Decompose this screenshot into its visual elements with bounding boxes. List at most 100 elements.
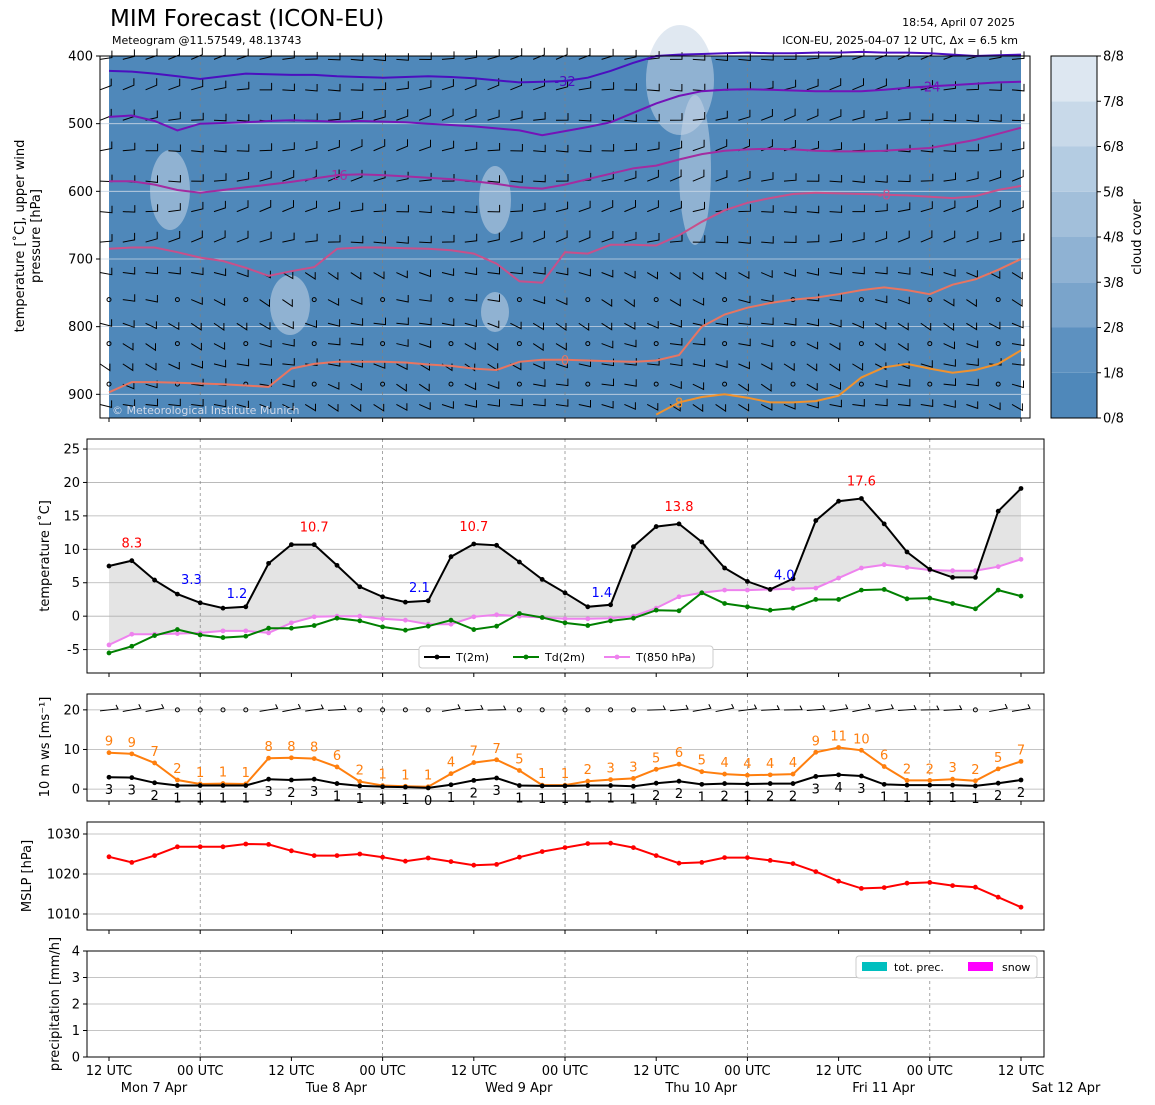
series-gust-point <box>289 755 294 761</box>
wind-barb <box>327 319 341 327</box>
mean-wind-value-label: 3 <box>492 784 500 799</box>
wind-barb <box>647 233 660 243</box>
series-t2m-point <box>813 518 819 523</box>
temp-ytick-label: 10 <box>63 543 80 558</box>
wind-barb <box>920 113 934 121</box>
wind-barb <box>464 141 478 152</box>
wind-barb <box>259 322 271 331</box>
wind-barb <box>829 319 842 328</box>
wind-barb <box>441 51 455 60</box>
wind-barb <box>897 379 911 387</box>
series-t850-point <box>995 564 1001 570</box>
isotherm-label: -24 <box>919 80 940 95</box>
wind-barb <box>578 268 591 277</box>
wind-barb <box>555 230 568 243</box>
series-td2m-point <box>403 627 408 633</box>
wind-barb <box>327 112 341 121</box>
wind-barb <box>601 200 614 213</box>
wind-barb <box>419 108 431 121</box>
wind-barb <box>943 200 956 213</box>
calm-circle <box>585 381 591 387</box>
series-mslp-point <box>813 869 819 874</box>
wind-barb <box>396 236 409 244</box>
wind-barb <box>647 141 660 152</box>
isotherm-label: -32 <box>554 75 575 90</box>
series-t2m-point <box>152 577 158 583</box>
surface-wind-barb <box>487 705 507 711</box>
wind-barb <box>624 83 637 91</box>
wind-barb <box>669 200 682 213</box>
series-td2m-point <box>425 623 431 629</box>
wind-barb <box>532 322 544 331</box>
wind-barb <box>487 143 501 152</box>
surface-wind-barb <box>1011 704 1031 712</box>
series-gust-point <box>175 777 180 783</box>
series-mean-wind-point <box>243 783 249 788</box>
series-mslp-point <box>767 858 773 863</box>
colorbar-tick-label: 8/8 <box>1103 50 1124 65</box>
wind-barb <box>122 381 135 390</box>
wind-barb <box>350 337 364 346</box>
series-mslp-point <box>311 853 317 858</box>
calm-circle <box>995 381 1001 387</box>
wind-barb <box>829 382 841 390</box>
wind-barb <box>738 171 751 182</box>
series-td2m-point <box>973 606 978 612</box>
wind-barb <box>259 379 272 387</box>
wind-barb <box>487 320 500 329</box>
colorbar-bin <box>1051 237 1097 283</box>
wind-barb <box>282 50 295 60</box>
series-mean-wind-point <box>448 782 454 788</box>
wind-barb <box>875 48 887 60</box>
wind-barb <box>875 380 888 388</box>
wind-barb <box>920 230 933 243</box>
series-mslp-point <box>699 860 705 865</box>
wind-barb <box>897 398 911 407</box>
wind-barb <box>396 204 409 213</box>
wind-barb <box>510 398 523 407</box>
wind-barb <box>259 143 273 152</box>
series-mean-wind-point <box>767 781 773 786</box>
prec-ytick-label: 1 <box>72 1024 80 1039</box>
wind-barb <box>99 319 113 327</box>
gust-value-label: 5 <box>652 751 660 766</box>
surface-wind-barb <box>783 705 803 711</box>
wind-barb <box>487 232 500 243</box>
series-mslp-point <box>745 855 750 860</box>
calm-circle <box>243 297 249 303</box>
wind-barb <box>190 342 202 351</box>
wind-barb <box>1011 200 1024 213</box>
wind-barb <box>99 141 113 152</box>
wind-barb <box>920 360 933 368</box>
wind-barb <box>259 82 273 91</box>
series-gust-point <box>357 779 363 784</box>
wind-barb <box>989 200 1001 213</box>
calm-circle <box>106 381 112 387</box>
wind-barb <box>966 143 979 152</box>
series-td2m-point <box>904 596 910 602</box>
prec-legend-box <box>855 955 1038 979</box>
series-td2m-point <box>289 625 294 631</box>
series-t2m-point <box>403 599 408 605</box>
wind-barb <box>669 140 683 152</box>
isotherm-label: -16 <box>326 169 347 184</box>
wind-barb <box>806 268 819 276</box>
max-temp-label: 8.3 <box>121 537 142 552</box>
colorbar-bin <box>1051 101 1097 147</box>
wind-barb <box>692 382 705 391</box>
wind-barb <box>624 114 637 122</box>
wind-barb <box>852 266 865 275</box>
mean-wind-value-label: 1 <box>333 790 341 805</box>
series-mslp-point <box>517 854 522 860</box>
surface-wind-barb <box>305 704 324 712</box>
wind-barb <box>350 111 364 121</box>
wind-barb <box>236 172 250 182</box>
wind-barb <box>441 268 455 277</box>
wind-barb <box>966 322 978 331</box>
wind-barb <box>806 318 819 327</box>
series-mean-wind-point <box>539 783 545 789</box>
series-gust-point <box>608 777 613 782</box>
wind-barb <box>715 235 729 244</box>
wind-barb <box>236 269 249 278</box>
